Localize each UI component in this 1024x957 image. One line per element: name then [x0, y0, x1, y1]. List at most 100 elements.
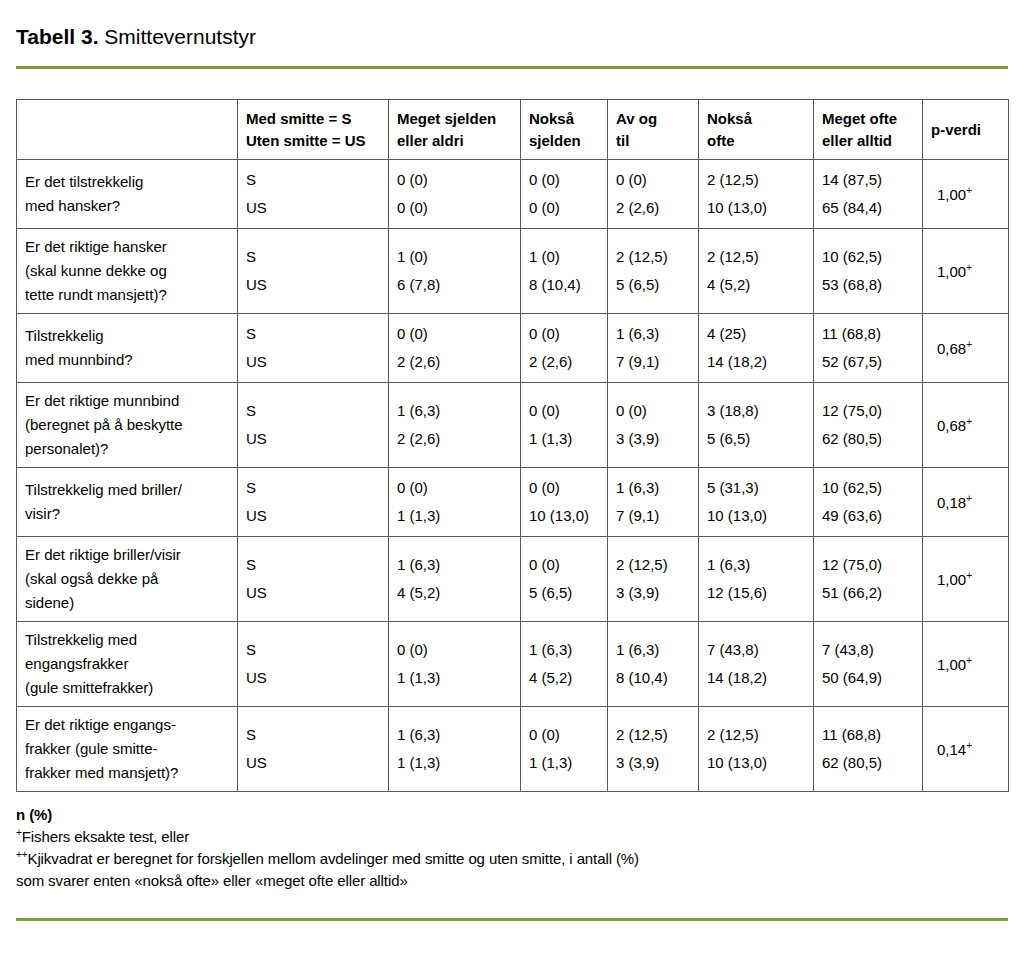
- value-us: 2 (2,6): [529, 348, 599, 376]
- value-us: 6 (7,8): [397, 271, 512, 299]
- value-cell: 2 (12,5)3 (3,9): [608, 707, 699, 792]
- group-label-s: S: [246, 721, 380, 749]
- data-table: Med smitte = SUten smitte = USMeget sjel…: [16, 99, 1009, 792]
- value-cell: 10 (62,5)53 (68,8): [814, 229, 923, 314]
- p-value-superscript: +: [966, 570, 972, 581]
- value-s: 2 (12,5): [616, 243, 690, 271]
- table-caption: Smittevernutstyr: [104, 25, 256, 48]
- value-us: 0 (0): [529, 194, 599, 222]
- value-s: 7 (43,8): [822, 636, 914, 664]
- header-line: p-verdi: [931, 119, 1000, 141]
- table-row: Tilstrekkeligmed munnbind?SUS0 (0)2 (2,6…: [17, 314, 1009, 383]
- value-cell: 1 (6,3)8 (10,4): [608, 622, 699, 707]
- value-us: 5 (6,5): [707, 425, 805, 453]
- value-cell: 1 (6,3)2 (2,6): [389, 383, 521, 468]
- value-cell: 0 (0)0 (0): [521, 160, 608, 229]
- p-value-cell: 1,00+: [923, 229, 1009, 314]
- value-cell: 1 (0)8 (10,4): [521, 229, 608, 314]
- group-label-s: S: [246, 320, 380, 348]
- question-cell: Tilstrekkelig med briller/visir?: [17, 468, 238, 537]
- p-value-superscript: +: [966, 339, 972, 350]
- value-s: 12 (75,0): [822, 397, 914, 425]
- value-cell: 0 (0)1 (1,3): [521, 383, 608, 468]
- p-value-superscript: +: [966, 185, 972, 196]
- table-title: Tabell 3. Smittevernutstyr: [16, 24, 1008, 50]
- question-cell: Er det riktige engangs-frakker (gule smi…: [17, 707, 238, 792]
- question-cell: Tilstrekkeligmed munnbind?: [17, 314, 238, 383]
- group-cell: SUS: [238, 468, 389, 537]
- value-s: 0 (0): [616, 166, 690, 194]
- value-us: 52 (67,5): [822, 348, 914, 376]
- header-line: eller aldri: [397, 130, 512, 152]
- value-s: 5 (31,3): [707, 474, 805, 502]
- value-us: 1 (1,3): [529, 425, 599, 453]
- value-us: 62 (80,5): [822, 749, 914, 777]
- group-cell: SUS: [238, 383, 389, 468]
- value-s: 0 (0): [616, 397, 690, 425]
- value-us: 4 (5,2): [529, 664, 599, 692]
- header-cell: p-verdi: [923, 100, 1009, 160]
- question-cell: Er det riktige munnbind(beregnet på å be…: [17, 383, 238, 468]
- table-row: Er det riktige engangs-frakker (gule smi…: [17, 707, 1009, 792]
- value-us: 65 (84,4): [822, 194, 914, 222]
- table-row: Er det riktige munnbind(beregnet på å be…: [17, 383, 1009, 468]
- value-s: 10 (62,5): [822, 474, 914, 502]
- question-line: frakker med mansjett)?: [25, 761, 229, 785]
- question-line: personalet)?: [25, 437, 229, 461]
- value-us: 8 (10,4): [616, 664, 690, 692]
- value-cell: 1 (6,3)7 (9,1): [608, 314, 699, 383]
- value-cell: 0 (0)1 (1,3): [389, 622, 521, 707]
- p-value: 0,14: [937, 741, 966, 758]
- footnote-text: n (%): [16, 806, 52, 823]
- value-us: 7 (9,1): [616, 348, 690, 376]
- table-row: Tilstrekkelig med briller/visir?SUS0 (0)…: [17, 468, 1009, 537]
- header-cell: Av ogtil: [608, 100, 699, 160]
- p-value-cell: 0,68+: [923, 383, 1009, 468]
- value-us: 51 (66,2): [822, 579, 914, 607]
- value-cell: 2 (12,5)10 (13,0): [699, 707, 814, 792]
- question-line: Er det riktige hansker: [25, 235, 229, 259]
- value-cell: 4 (25)14 (18,2): [699, 314, 814, 383]
- header-line: eller alltid: [822, 130, 914, 152]
- value-cell: 2 (12,5)3 (3,9): [608, 537, 699, 622]
- bottom-divider: [16, 918, 1008, 921]
- value-us: 1 (1,3): [397, 664, 512, 692]
- question-line: (beregnet på å beskytte: [25, 413, 229, 437]
- value-us: 7 (9,1): [616, 502, 690, 530]
- p-value-superscript: +: [966, 416, 972, 427]
- p-value-cell: 1,00+: [923, 622, 1009, 707]
- group-label-s: S: [246, 474, 380, 502]
- value-us: 8 (10,4): [529, 271, 599, 299]
- value-us: 49 (63,6): [822, 502, 914, 530]
- value-cell: 1 (6,3)1 (1,3): [389, 707, 521, 792]
- value-us: 1 (1,3): [397, 502, 512, 530]
- question-cell: Tilstrekkelig medengangsfrakker(gule smi…: [17, 622, 238, 707]
- group-label-s: S: [246, 636, 380, 664]
- table-row: Er det riktige hansker(skal kunne dekke …: [17, 229, 1009, 314]
- value-cell: 0 (0)0 (0): [389, 160, 521, 229]
- value-us: 5 (6,5): [616, 271, 690, 299]
- value-cell: 12 (75,0)51 (66,2): [814, 537, 923, 622]
- value-cell: 1 (6,3)4 (5,2): [521, 622, 608, 707]
- value-cell: 11 (68,8)62 (80,5): [814, 707, 923, 792]
- value-cell: 0 (0)1 (1,3): [521, 707, 608, 792]
- value-s: 1 (0): [397, 243, 512, 271]
- value-s: 11 (68,8): [822, 320, 914, 348]
- header-line: til: [616, 130, 690, 152]
- question-line: Er det riktige munnbind: [25, 389, 229, 413]
- value-s: 3 (18,8): [707, 397, 805, 425]
- value-s: 2 (12,5): [707, 243, 805, 271]
- header-cell: Meget ofteeller alltid: [814, 100, 923, 160]
- value-cell: 12 (75,0)62 (80,5): [814, 383, 923, 468]
- p-value-cell: 1,00+: [923, 160, 1009, 229]
- value-s: 10 (62,5): [822, 243, 914, 271]
- value-us: 3 (3,9): [616, 579, 690, 607]
- value-s: 1 (6,3): [397, 721, 512, 749]
- value-s: 0 (0): [529, 551, 599, 579]
- value-us: 4 (5,2): [397, 579, 512, 607]
- group-cell: SUS: [238, 229, 389, 314]
- value-us: 53 (68,8): [822, 271, 914, 299]
- value-us: 1 (1,3): [397, 749, 512, 777]
- footnote-text: Kjikvadrat er beregnet for forskjellen m…: [27, 850, 639, 867]
- group-label-us: US: [246, 425, 380, 453]
